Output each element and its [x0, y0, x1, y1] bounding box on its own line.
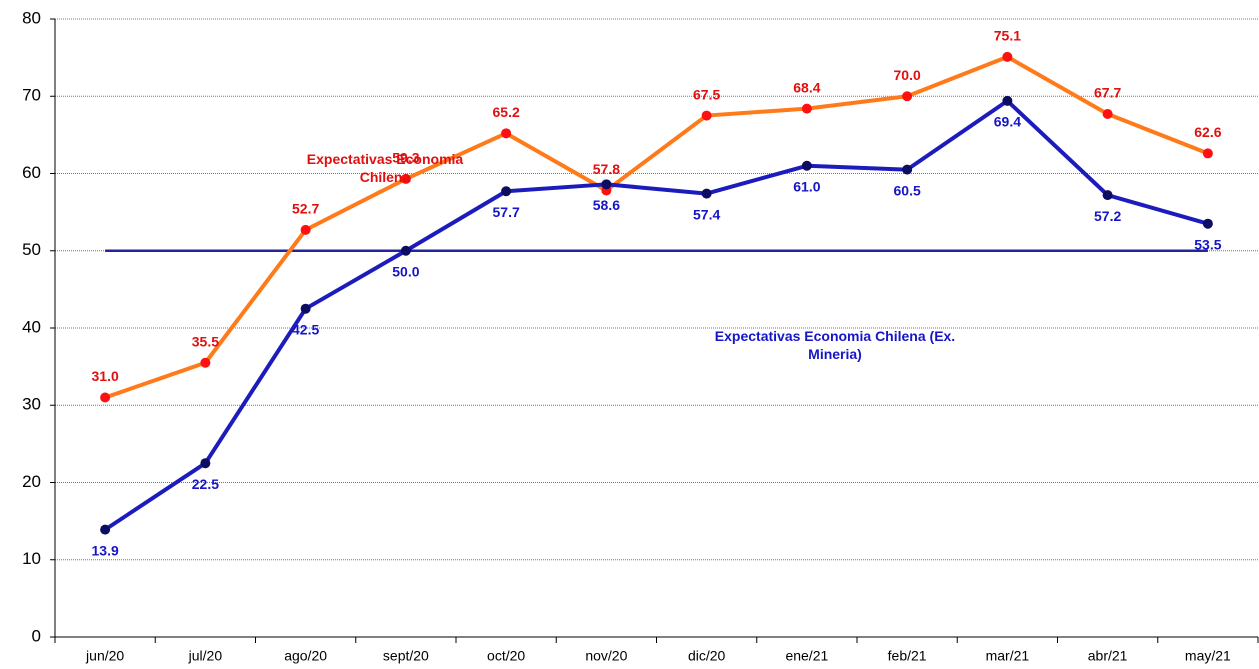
data-label: 35.5: [192, 333, 219, 349]
data-point: [701, 188, 712, 199]
x-tick-label: sept/20: [383, 648, 429, 664]
x-tick-label: abr/21: [1088, 648, 1128, 664]
data-point: [400, 173, 411, 184]
x-tick-label: oct/20: [487, 648, 525, 664]
data-point: [100, 392, 111, 403]
x-tick-label: mar/21: [986, 648, 1030, 664]
data-point: [701, 110, 712, 121]
data-label: 75.1: [994, 28, 1021, 44]
data-label: 53.5: [1194, 236, 1221, 252]
data-point: [1202, 148, 1213, 159]
data-label: 68.4: [793, 79, 820, 95]
series-label: Expectativas Economia Chilena (Ex. Miner…: [714, 328, 956, 362]
data-label: 31.0: [92, 368, 119, 384]
data-point: [501, 128, 512, 139]
data-point: [300, 224, 311, 235]
data-label: 22.5: [192, 476, 219, 492]
y-tick-label: 20: [22, 472, 41, 491]
data-label: 57.7: [493, 204, 520, 220]
x-tick-label: may/21: [1185, 648, 1231, 664]
x-tick-label: jul/20: [188, 648, 223, 664]
data-point: [100, 524, 111, 535]
y-tick-label: 80: [22, 8, 41, 27]
data-label: 60.5: [894, 182, 921, 198]
x-tick-label: feb/21: [888, 648, 927, 664]
data-point: [501, 186, 512, 197]
y-tick-label: 40: [22, 317, 41, 336]
x-tick-label: ago/20: [284, 648, 327, 664]
data-point: [801, 103, 812, 114]
data-point: [200, 458, 211, 469]
y-tick-label: 30: [22, 395, 41, 414]
data-label: 42.5: [292, 321, 319, 337]
data-point: [1102, 109, 1113, 120]
data-point: [300, 303, 311, 314]
series-label: Expectativas Economia Chilena: [306, 151, 464, 185]
y-tick-label: 0: [32, 626, 41, 645]
y-tick-label: 70: [22, 86, 41, 105]
data-point: [1102, 190, 1113, 201]
x-tick-label: jun/20: [85, 648, 124, 664]
data-point: [1002, 95, 1013, 106]
y-tick-label: 60: [22, 163, 41, 182]
data-label: 69.4: [994, 114, 1021, 130]
data-label: 57.4: [693, 206, 720, 222]
x-tick-label: ene/21: [785, 648, 828, 664]
x-tick-label: nov/20: [585, 648, 627, 664]
x-tick-label: dic/20: [688, 648, 726, 664]
data-point: [400, 245, 411, 256]
data-point: [1202, 218, 1213, 229]
data-label: 59.3: [392, 150, 419, 166]
series-line: [104, 54, 1209, 400]
data-label: 57.2: [1094, 208, 1121, 224]
data-point: [200, 357, 211, 368]
data-label: 58.6: [593, 197, 620, 213]
data-label: 52.7: [292, 201, 319, 217]
data-label: 62.6: [1194, 124, 1221, 140]
data-label: 57.8: [593, 161, 620, 177]
data-label: 65.2: [493, 104, 520, 120]
data-point: [1002, 51, 1013, 62]
data-point: [601, 179, 612, 190]
data-label: 67.5: [693, 86, 720, 102]
y-tick-label: 10: [22, 549, 41, 568]
data-point: [902, 164, 913, 175]
data-label: 70.0: [894, 67, 921, 83]
y-tick-label: 50: [22, 240, 41, 259]
data-point: [902, 91, 913, 102]
data-label: 61.0: [793, 178, 820, 194]
data-label: 13.9: [92, 542, 119, 558]
series-line: [104, 98, 1209, 532]
data-label: 50.0: [392, 263, 419, 279]
data-label: 67.7: [1094, 85, 1121, 101]
data-point: [801, 160, 812, 171]
